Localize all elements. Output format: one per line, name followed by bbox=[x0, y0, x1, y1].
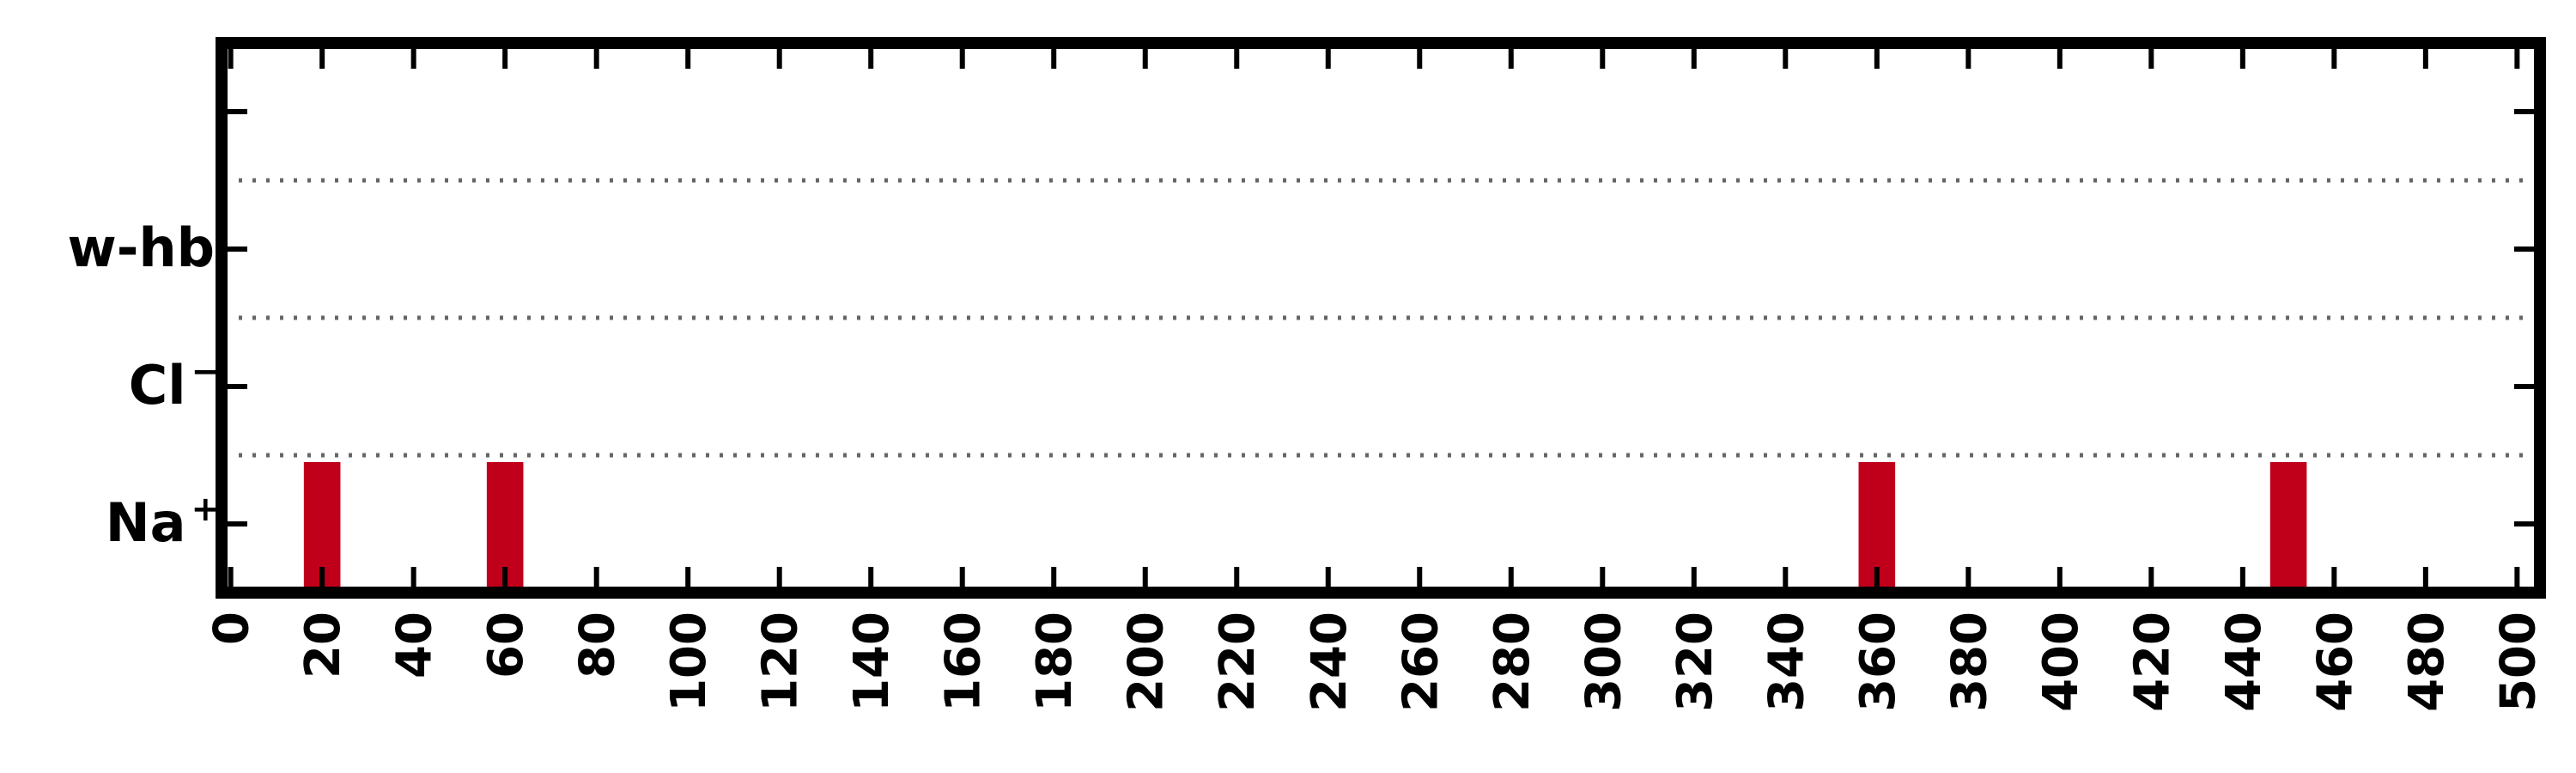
x-tick-label: 300 bbox=[1576, 612, 1631, 712]
y-category-label: Na + bbox=[106, 490, 220, 554]
x-tick-label: 500 bbox=[2490, 612, 2546, 712]
x-tick-label: 140 bbox=[844, 612, 900, 712]
x-tick-label: 120 bbox=[753, 612, 809, 712]
x-tick-label-group: 0 20 40 60 80 100 120 140 160 180 200 220 240 260 280 3… bbox=[204, 612, 2547, 712]
y-category-label-base: w-hb bbox=[67, 216, 215, 279]
x-tick-label: 380 bbox=[1941, 612, 1997, 712]
x-tick-label: 340 bbox=[1759, 612, 1814, 712]
y-category-label-base: Na bbox=[106, 491, 186, 554]
x-tick-label: 460 bbox=[2307, 612, 2363, 712]
x-tick-label: 160 bbox=[936, 612, 992, 712]
x-tick-label: 40 bbox=[387, 612, 443, 679]
x-tick-label: 480 bbox=[2399, 612, 2455, 712]
plot-frame bbox=[216, 37, 2546, 599]
x-tick-label: 440 bbox=[2216, 612, 2272, 712]
x-tick-label: 20 bbox=[295, 612, 351, 679]
x-tick-label: 420 bbox=[2124, 612, 2180, 712]
x-tick-label: 240 bbox=[1302, 612, 1358, 712]
x-tick-label: 60 bbox=[478, 612, 534, 679]
x-tick-label: 260 bbox=[1393, 612, 1449, 712]
y-category-label-base: Cl bbox=[129, 354, 186, 417]
bar-group bbox=[303, 462, 2307, 593]
y-category-label: w-hb bbox=[67, 216, 215, 279]
bar bbox=[2269, 462, 2307, 593]
y-category-label-superscript: + bbox=[191, 490, 220, 529]
y-category-label: Cl − bbox=[129, 352, 220, 417]
x-tick-label: 320 bbox=[1668, 612, 1723, 712]
x-tick-label: 400 bbox=[2033, 612, 2089, 712]
x-tick-label: 180 bbox=[1027, 612, 1083, 712]
y-category-label-group: Na + Cl − w-hb bbox=[67, 216, 220, 554]
x-tick-label: 360 bbox=[1850, 612, 1906, 712]
category-separator-group bbox=[239, 178, 2531, 458]
y-category-label-superscript: − bbox=[191, 352, 220, 392]
x-tick-label: 100 bbox=[661, 612, 717, 712]
x-tick-label: 280 bbox=[1485, 612, 1540, 712]
x-tick-label: 200 bbox=[1119, 612, 1175, 712]
x-tick-label: 220 bbox=[1210, 612, 1266, 712]
x-tick-label: 80 bbox=[570, 612, 626, 679]
x-tick-label: 0 bbox=[204, 612, 260, 645]
